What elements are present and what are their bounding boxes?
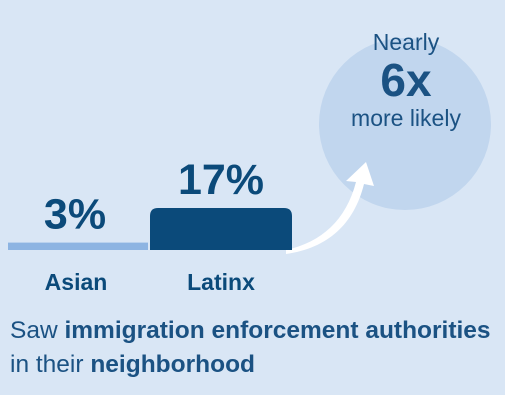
caption: Saw immigration enforcement authorities …	[10, 314, 500, 382]
caption-text-2: in their	[10, 351, 91, 378]
value-label-asian: 3%	[44, 191, 106, 239]
bars-group: 3% Asian 17% Latinx	[8, 156, 292, 295]
category-label-latinx: Latinx	[187, 269, 255, 295]
callout-multiplier: 6x	[380, 54, 432, 106]
value-label-latinx: 17%	[178, 156, 264, 204]
chart-svg: 3% Asian 17% Latinx	[8, 38, 491, 295]
caption-bold-2: neighborhood	[90, 351, 256, 378]
callout-top-text: Nearly	[372, 29, 440, 55]
callout-bottom-text: more likely	[351, 105, 461, 131]
caption-bold-1: immigration enforcement authorities	[64, 317, 491, 344]
callout-text: Nearly 6x more likely	[315, 28, 497, 132]
caption-text-1: Saw	[10, 317, 65, 344]
bar-asian	[8, 242, 148, 250]
bar-latinx	[150, 208, 292, 250]
category-label-asian: Asian	[45, 269, 108, 295]
arrow-icon	[286, 162, 374, 254]
